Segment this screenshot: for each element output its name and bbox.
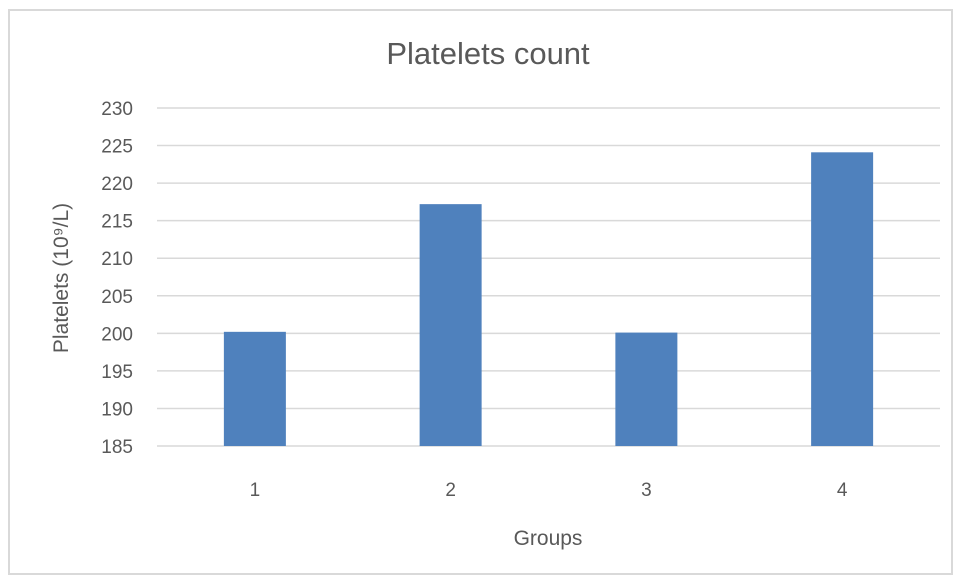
x-axis-label: Groups <box>514 527 583 550</box>
x-tick-label: 1 <box>250 480 261 501</box>
bars <box>223 152 874 446</box>
grid-lines <box>157 107 940 447</box>
x-axis-ticks: 1 2 3 4 <box>250 480 848 501</box>
y-tick-label: 205 <box>101 287 133 308</box>
y-tick-label: 225 <box>101 137 133 158</box>
bar-group-3 <box>615 332 678 446</box>
y-tick-label: 195 <box>101 362 133 383</box>
bar-group-4 <box>811 152 874 446</box>
chart-title: Platelets count <box>386 36 590 71</box>
x-tick-label: 4 <box>837 480 848 501</box>
bar-group-2 <box>419 204 482 446</box>
y-tick-label: 185 <box>101 437 133 458</box>
y-tick-label: 215 <box>101 212 133 233</box>
y-tick-label: 190 <box>101 399 133 420</box>
y-tick-label: 220 <box>101 174 133 195</box>
x-tick-label: 2 <box>445 480 456 501</box>
y-tick-label: 230 <box>101 99 133 120</box>
x-tick-label: 3 <box>641 480 652 501</box>
bar-group-1 <box>223 331 286 446</box>
y-axis-ticks: 185 190 195 200 205 210 215 220 225 230 <box>101 99 133 458</box>
y-axis-label: Platelets (10⁹/L) <box>50 203 73 353</box>
y-tick-label: 210 <box>101 249 133 270</box>
y-tick-label: 200 <box>101 324 133 345</box>
